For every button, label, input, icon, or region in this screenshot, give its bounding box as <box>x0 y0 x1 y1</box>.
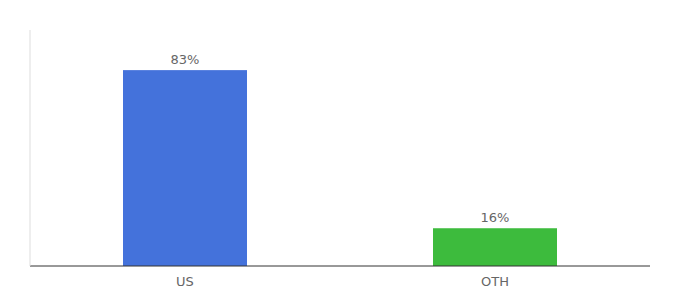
bar <box>433 228 557 266</box>
data-label: 83% <box>171 52 200 67</box>
x-tick-label: US <box>176 274 194 289</box>
data-label: 16% <box>481 210 510 225</box>
y-axis-line <box>30 30 31 266</box>
chart: 83% 16% US OTH <box>0 0 680 300</box>
bar <box>123 70 247 266</box>
x-tick-label: OTH <box>481 274 509 289</box>
x-axis-line <box>30 266 650 267</box>
bars <box>123 70 557 266</box>
